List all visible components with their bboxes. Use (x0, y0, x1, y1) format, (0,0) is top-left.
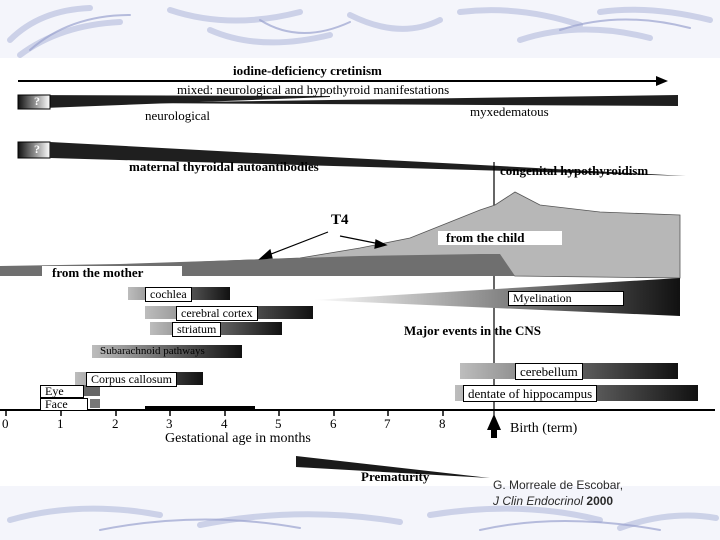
cortex-label: cerebral cortex (176, 306, 258, 321)
cretinism-arrow (18, 76, 668, 86)
cerebellum-label: cerebellum (515, 363, 583, 380)
tick-label: 7 (384, 416, 391, 431)
striatum-label: striatum (172, 322, 222, 337)
t4-label: T4 (331, 212, 349, 228)
x-axis (0, 406, 715, 416)
dentate-label: dentate of hippocampus (463, 385, 598, 402)
tick-label: 0 (2, 416, 9, 431)
prematurity-wedge (296, 456, 490, 478)
x-axis-label: Gestational age in months (165, 431, 311, 446)
child-label-bg (438, 231, 562, 245)
tick-label: 8 (439, 416, 446, 431)
mixed-label: mixed: neurological and hypothyroid mani… (177, 82, 450, 97)
tick-label: 3 (166, 416, 173, 431)
subarachnoid-label: Subarachnoid pathways (100, 345, 205, 357)
major-events-label: Major events in the CNS (404, 323, 541, 338)
callosum-label: Corpus callosum (86, 372, 177, 387)
tick-label: 1 (57, 416, 64, 431)
myelination-label: Myelination (508, 291, 624, 306)
tick-label: 5 (275, 416, 282, 431)
neurological-box (17, 94, 51, 110)
subarachnoid-bar (92, 345, 242, 358)
citation-year: 2000 (586, 494, 614, 508)
autoantibodies-wedge (50, 142, 686, 176)
citation-author: G. Morreale de Escobar, (493, 478, 624, 492)
face-label: Face (40, 398, 88, 411)
autoantibodies-label: maternal thyroidal autoantibodies (129, 159, 319, 174)
birth-arrow (487, 414, 501, 438)
cochlea-label: cochlea (145, 287, 192, 302)
cretinism-label: iodine-deficiency cretinism (233, 63, 382, 78)
face-bar (90, 399, 100, 408)
myxedematous-wedge (120, 95, 678, 106)
eye-label: Eye (40, 385, 84, 398)
from-mother-label: from the mother (52, 265, 144, 280)
eye-bar (80, 385, 100, 396)
question-mark-2: ? (34, 142, 40, 156)
from-child-label: from the child (446, 230, 525, 245)
citation-journal-name: J Clin Endocrinol (493, 494, 584, 508)
question-mark-1: ? (34, 94, 40, 108)
neurological-label: neurological (145, 108, 210, 123)
prematurity-label: Prematurity (361, 469, 430, 484)
myxedematous-label: myxedematous (470, 104, 549, 119)
myelination-wedge (312, 278, 680, 316)
mother-label-bg (42, 266, 182, 279)
congenital-label: congenital hypothyroidism (500, 163, 649, 178)
tick-label: 4 (221, 416, 228, 431)
citation-journal: J Clin Endocrinol 2000 (493, 494, 613, 508)
t4-arrows (258, 231, 388, 260)
tick-label: 2 (112, 416, 119, 431)
birth-label: Birth (term) (510, 421, 578, 436)
neurological-wedge (18, 95, 330, 109)
tick-label: 6 (330, 416, 337, 431)
